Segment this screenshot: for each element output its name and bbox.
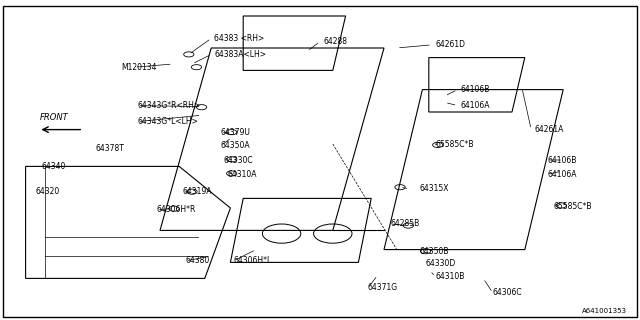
Text: 64379U: 64379U — [221, 128, 251, 137]
Text: 64106B: 64106B — [547, 156, 577, 164]
Text: 64306H*L: 64306H*L — [234, 256, 272, 265]
Text: 64261D: 64261D — [435, 40, 465, 49]
Text: 64340: 64340 — [42, 162, 66, 171]
Text: 64371G: 64371G — [368, 284, 398, 292]
Text: 64378T: 64378T — [96, 144, 125, 153]
Text: 64310B: 64310B — [435, 272, 465, 281]
Text: 64330C: 64330C — [224, 156, 253, 164]
Text: 65585C*B: 65585C*B — [554, 202, 592, 211]
Text: 64288: 64288 — [323, 37, 347, 46]
Text: 64350B: 64350B — [419, 247, 449, 256]
Text: 64306C: 64306C — [493, 288, 522, 297]
Text: 64383A<LH>: 64383A<LH> — [214, 50, 266, 59]
Text: 64383 <RH>: 64383 <RH> — [214, 34, 265, 43]
Text: 64306H*R: 64306H*R — [157, 205, 196, 214]
Text: FRONT: FRONT — [40, 113, 68, 122]
Text: A641001353: A641001353 — [582, 308, 627, 314]
Text: 64319A: 64319A — [182, 188, 212, 196]
Text: 64285B: 64285B — [390, 220, 420, 228]
Text: 64106B: 64106B — [461, 85, 490, 94]
Text: 64310A: 64310A — [227, 170, 257, 179]
Text: 64261A: 64261A — [534, 125, 564, 134]
Text: 64343G*L<LH>: 64343G*L<LH> — [138, 117, 198, 126]
Text: 64106A: 64106A — [461, 101, 490, 110]
Text: 64320: 64320 — [35, 188, 60, 196]
Text: 64380: 64380 — [186, 256, 210, 265]
Text: 65585C*B: 65585C*B — [435, 140, 474, 148]
Text: 64106A: 64106A — [547, 170, 577, 179]
Text: 64350A: 64350A — [221, 141, 250, 150]
Text: M120134: M120134 — [122, 63, 157, 72]
Text: 64343G*R<RH>: 64343G*R<RH> — [138, 101, 201, 110]
Text: 64315X: 64315X — [419, 184, 449, 193]
Text: 64330D: 64330D — [426, 260, 456, 268]
